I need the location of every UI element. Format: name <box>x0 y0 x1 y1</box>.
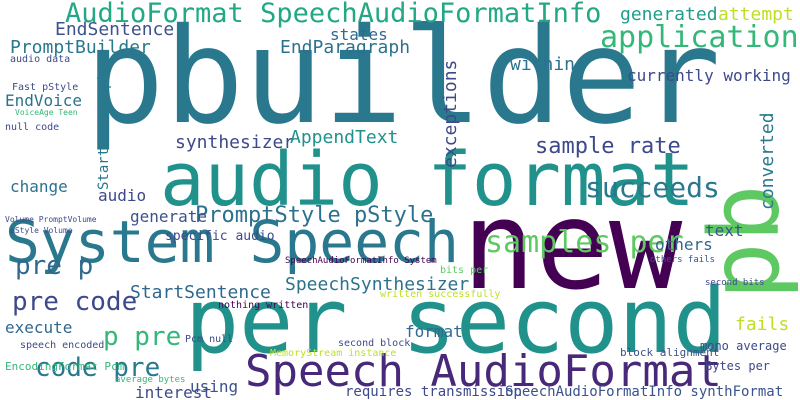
word: PromptStyle pStyle <box>195 203 433 228</box>
word: requires transmission <box>345 384 522 400</box>
word: Pcm null <box>185 334 233 345</box>
word: AppendText <box>290 127 398 148</box>
word: others <box>655 235 713 254</box>
word: EndSentence <box>55 19 174 40</box>
word: Fast pStyle <box>12 82 78 93</box>
word: interest <box>135 383 212 400</box>
word: converted <box>757 112 778 210</box>
word: pre code <box>12 287 137 317</box>
word: EndVoice <box>5 91 82 110</box>
word: bits per <box>440 265 488 276</box>
word: audio data <box>10 54 70 65</box>
word: application <box>600 20 799 55</box>
word: fails <box>735 314 789 335</box>
word: AudioFormat SpeechAudioFormatInfo <box>65 0 601 29</box>
word: using <box>190 377 238 396</box>
word: change <box>10 177 68 196</box>
word: block alignment <box>620 346 719 359</box>
word: currently working <box>627 66 791 85</box>
word: synthesizer <box>175 132 294 153</box>
word: code pre <box>35 353 160 383</box>
word: within <box>510 54 575 75</box>
word: SpeechAudioFormatInfo synthFormat <box>505 384 783 400</box>
word: per second <box>185 269 727 374</box>
word: pb <box>689 184 800 300</box>
word: null code <box>5 122 59 133</box>
word: nothing written <box>218 300 308 311</box>
word: SpeechAudioFormatInfo System <box>285 256 437 266</box>
word: mono average <box>700 339 787 353</box>
word: others fails <box>650 255 715 265</box>
word: succeeds <box>585 171 720 204</box>
word: SpeechSynthesizer <box>285 274 469 295</box>
word: Bytes per <box>705 359 770 373</box>
word: average bytes <box>115 375 185 385</box>
word: pre p <box>15 251 93 281</box>
word: execute <box>5 318 72 337</box>
word: audio format <box>160 137 695 223</box>
word: second bits <box>705 278 765 288</box>
word: text <box>705 221 744 240</box>
word: StartParagraph <box>96 72 112 190</box>
word: generated <box>620 4 718 25</box>
word: EndParagraph <box>280 37 410 58</box>
word: sample rate <box>535 134 681 159</box>
word: MemoryStream instance <box>270 348 396 359</box>
word: pbuilder <box>85 0 721 154</box>
word: speech encoded <box>20 340 104 351</box>
word: audio <box>98 186 146 205</box>
word: p pre <box>103 322 181 352</box>
word: PromptBuilder <box>10 37 151 58</box>
word: states <box>330 25 388 44</box>
word: generate <box>130 207 207 226</box>
word: exceptions <box>440 60 461 168</box>
word: format <box>405 322 463 341</box>
word: EncodingFormat Pcm <box>5 360 125 373</box>
word: VoiceAge Teen <box>15 108 78 117</box>
word: written successfully <box>380 289 500 300</box>
word: Volume PromptVolume <box>5 215 97 224</box>
word: pStyle Volume <box>10 226 73 235</box>
word: new <box>462 175 683 317</box>
word: System Speech <box>5 208 459 276</box>
word: specific audio <box>165 229 275 244</box>
word: second block <box>338 338 410 349</box>
word: attempt <box>718 4 794 25</box>
word: Speech AudioFormat <box>245 346 722 397</box>
word: StartSentence <box>130 282 271 303</box>
word: samples per <box>485 225 684 260</box>
